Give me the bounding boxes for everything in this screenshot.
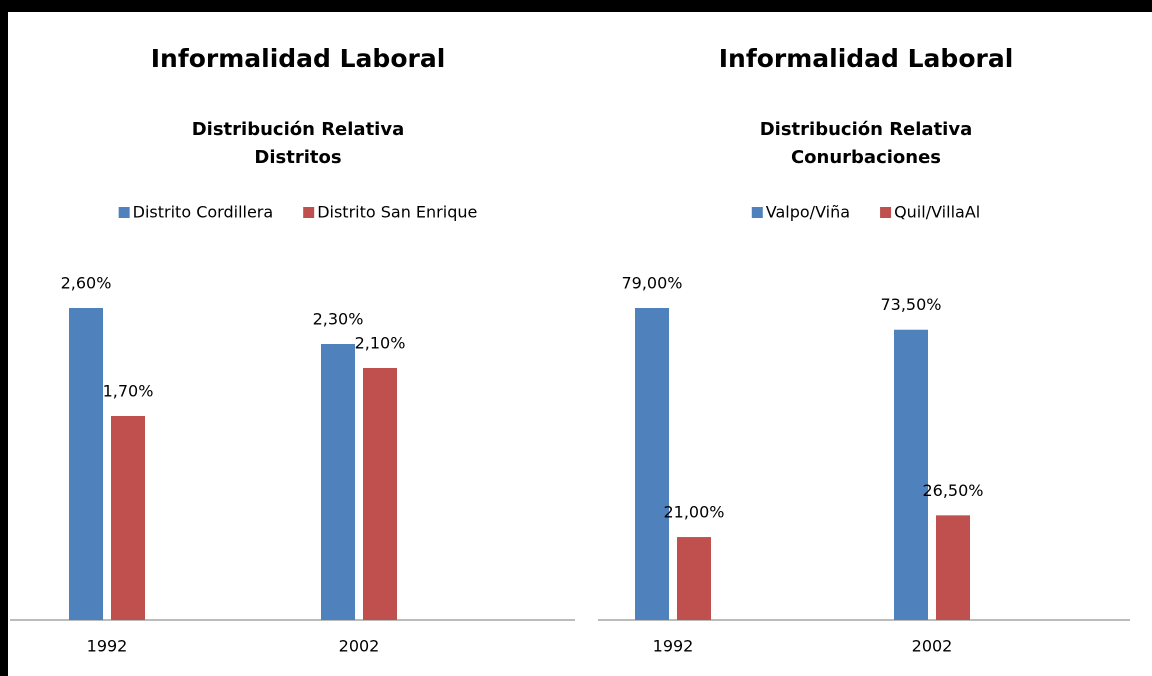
x-tick-label: 2002 <box>339 637 380 656</box>
chart-subtitle: Conurbaciones <box>791 147 941 168</box>
bar <box>894 329 928 620</box>
bar <box>677 537 711 620</box>
chart-title: Informalidad Laboral <box>719 44 1014 73</box>
top-border <box>0 0 1152 12</box>
data-label: 73,50% <box>880 295 941 314</box>
x-tick-label: 1992 <box>87 637 128 656</box>
data-label: 2,30% <box>313 310 364 329</box>
bar <box>635 308 669 620</box>
chart-subtitle: Distribución Relativa <box>760 119 973 140</box>
legend-swatch <box>751 207 763 218</box>
data-label: 21,00% <box>663 503 724 522</box>
data-label: 26,50% <box>922 481 983 500</box>
legend-label: Quil/VillaAl <box>894 203 980 222</box>
legend-label: Valpo/Viña <box>766 203 850 222</box>
legend-swatch <box>880 207 892 218</box>
left-border <box>0 0 8 676</box>
data-label: 79,00% <box>621 274 682 293</box>
x-tick-label: 2002 <box>912 637 953 656</box>
bar <box>936 515 970 620</box>
data-label: 2,60% <box>61 274 112 293</box>
legend-label: Distrito Cordillera <box>133 203 274 222</box>
bar <box>111 416 145 620</box>
x-tick-label: 1992 <box>653 637 694 656</box>
bar <box>321 344 355 620</box>
bar <box>363 368 397 620</box>
legend-swatch <box>118 207 130 218</box>
chart-title: Informalidad Laboral <box>151 44 446 73</box>
legend-label: Distrito San Enrique <box>317 203 477 222</box>
chart-subtitle: Distribución Relativa <box>192 119 405 140</box>
bar <box>69 308 103 620</box>
legend-swatch <box>303 207 315 218</box>
chart-subtitle: Distritos <box>254 147 341 168</box>
data-label: 1,70% <box>103 382 154 401</box>
data-label: 2,10% <box>355 334 406 353</box>
